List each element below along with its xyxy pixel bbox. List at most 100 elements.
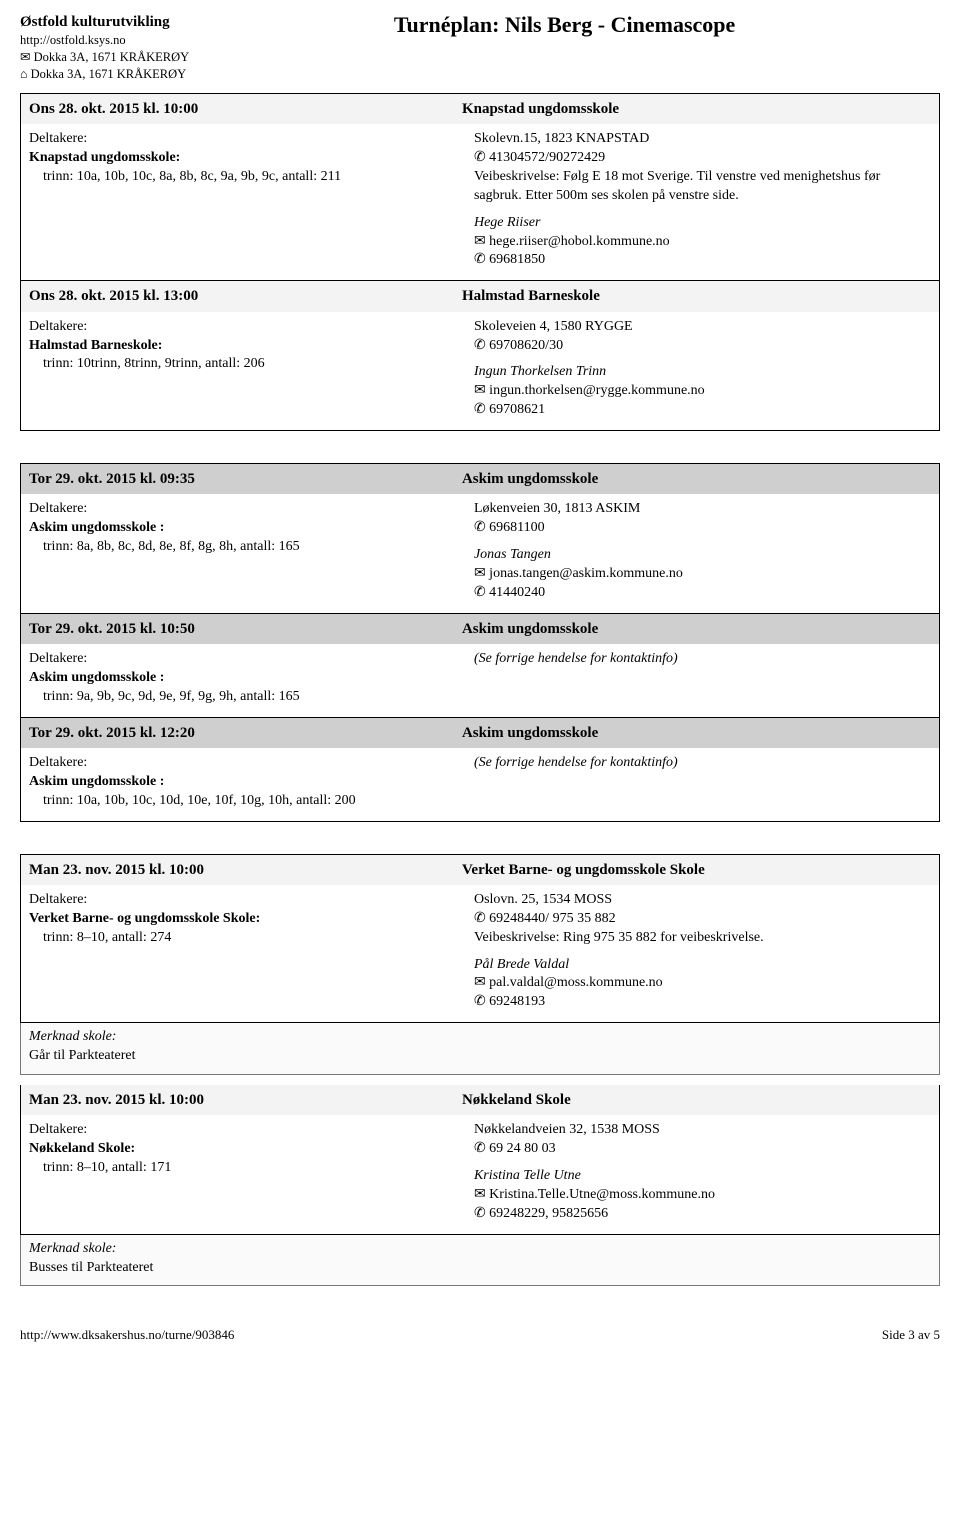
school-name: Askim ungdomsskole :: [29, 669, 462, 688]
participants-col: Deltakere: Knapstad ungdomsskole: trinn:…: [29, 130, 474, 270]
entry-header: Tor 29. okt. 2015 kl. 09:35 Askim ungdom…: [21, 464, 939, 494]
contact-col: Oslovn. 25, 1534 MOSS ✆ 69248440/ 975 35…: [474, 891, 931, 1012]
note-box: Merknad skole: Går til Parkteateret: [20, 1023, 940, 1075]
page-footer: http://www.dksakershus.no/turne/903846 S…: [20, 1326, 940, 1344]
entry-date: Tor 29. okt. 2015 kl. 09:35: [29, 469, 462, 489]
org-name: Østfold kulturutvikling: [20, 12, 189, 32]
org-block: Østfold kulturutvikling http://ostfold.k…: [20, 12, 189, 83]
contact-col: Skolevn.15, 1823 KNAPSTAD ✆ 41304572/902…: [474, 130, 931, 270]
contact-col: (Se forrige hendelse for kontaktinfo): [474, 650, 931, 707]
trinn-line: trinn: 10a, 10b, 10c, 8a, 8b, 8c, 9a, 9b…: [29, 168, 462, 187]
trinn-line: trinn: 8–10, antall: 171: [29, 1159, 462, 1178]
schedule-entry: Man 23. nov. 2015 kl. 10:00 Verket Barne…: [20, 854, 940, 1024]
participants-col: Deltakere: Verket Barne- og ungdomsskole…: [29, 891, 474, 1012]
school-name: Askim ungdomsskole :: [29, 519, 462, 538]
entry-venue: Knapstad ungdomsskole: [462, 99, 931, 119]
contact-phone: ✆ 69248229, 95825656: [474, 1205, 931, 1224]
org-url: http://ostfold.ksys.no: [20, 32, 189, 49]
address-line: Løkenveien 30, 1813 ASKIM: [474, 500, 931, 519]
schedule-entry: Ons 28. okt. 2015 kl. 10:00 Knapstad ung…: [20, 93, 940, 281]
entry-venue: Askim ungdomsskole: [462, 723, 931, 743]
phone-line: ✆ 41304572/90272429: [474, 149, 931, 168]
entry-date: Tor 29. okt. 2015 kl. 12:20: [29, 723, 462, 743]
page-title: Turnéplan: Nils Berg - Cinemascope: [189, 10, 940, 40]
participants-col: Deltakere: Nøkkeland Skole: trinn: 8–10,…: [29, 1121, 474, 1223]
entry-date: Tor 29. okt. 2015 kl. 10:50: [29, 619, 462, 639]
participants-col: Deltakere: Halmstad Barneskole: trinn: 1…: [29, 318, 474, 420]
org-address-2: ⌂ Dokka 3A, 1671 KRÅKERØY: [20, 66, 189, 83]
entry-venue: Halmstad Barneskole: [462, 286, 931, 306]
deltakere-label: Deltakere:: [29, 500, 462, 519]
footer-url: http://www.dksakershus.no/turne/903846: [20, 1326, 234, 1344]
entry-body: Deltakere: Nøkkeland Skole: trinn: 8–10,…: [21, 1115, 939, 1233]
desc-line: Veibeskrivelse: Ring 975 35 882 for veib…: [474, 929, 931, 948]
schedule-entry: Ons 28. okt. 2015 kl. 13:00 Halmstad Bar…: [20, 281, 940, 431]
schedule-entry: Man 23. nov. 2015 kl. 10:00 Nøkkeland Sk…: [20, 1085, 940, 1235]
contact-col: Skoleveien 4, 1580 RYGGE ✆ 69708620/30 I…: [474, 318, 931, 420]
school-name: Halmstad Barneskole:: [29, 337, 462, 356]
deltakere-label: Deltakere:: [29, 754, 462, 773]
entry-header: Ons 28. okt. 2015 kl. 13:00 Halmstad Bar…: [21, 281, 939, 311]
schedule-entry: Tor 29. okt. 2015 kl. 09:35 Askim ungdom…: [20, 463, 940, 614]
address-line: Nøkkelandveien 32, 1538 MOSS: [474, 1121, 931, 1140]
page-header: Østfold kulturutvikling http://ostfold.k…: [20, 12, 940, 83]
org-address-1: ✉ Dokka 3A, 1671 KRÅKERØY: [20, 49, 189, 66]
school-name: Askim ungdomsskole :: [29, 773, 462, 792]
contact-email: ✉ pal.valdal@moss.kommune.no: [474, 974, 931, 993]
entry-venue: Askim ungdomsskole: [462, 469, 931, 489]
note-box: Merknad skole: Busses til Parkteateret: [20, 1235, 940, 1287]
phone-line: ✆ 69 24 80 03: [474, 1140, 931, 1159]
participants-col: Deltakere: Askim ungdomsskole : trinn: 9…: [29, 650, 474, 707]
contact-phone: ✆ 69708621: [474, 401, 931, 420]
trinn-line: trinn: 8a, 8b, 8c, 8d, 8e, 8f, 8g, 8h, a…: [29, 538, 462, 557]
contact-col: Nøkkelandveien 32, 1538 MOSS ✆ 69 24 80 …: [474, 1121, 931, 1223]
entry-header: Man 23. nov. 2015 kl. 10:00 Nøkkeland Sk…: [21, 1085, 939, 1115]
entry-body: Deltakere: Askim ungdomsskole : trinn: 1…: [21, 748, 939, 821]
contact-email: ✉ jonas.tangen@askim.kommune.no: [474, 565, 931, 584]
entry-venue: Verket Barne- og ungdomsskole Skole: [462, 860, 931, 880]
entry-header: Man 23. nov. 2015 kl. 10:00 Verket Barne…: [21, 855, 939, 885]
contact-col: Løkenveien 30, 1813 ASKIM ✆ 69681100 Jon…: [474, 500, 931, 602]
entry-venue: Askim ungdomsskole: [462, 619, 931, 639]
contact-phone: ✆ 69681850: [474, 251, 931, 270]
desc-line: Veibeskrivelse: Følg E 18 mot Sverige. T…: [474, 168, 931, 206]
note-label: Merknad skole:: [29, 1028, 931, 1047]
ref-note: (Se forrige hendelse for kontaktinfo): [474, 754, 931, 773]
entry-header: Ons 28. okt. 2015 kl. 10:00 Knapstad ung…: [21, 94, 939, 124]
contact-name: Ingun Thorkelsen Trinn: [474, 363, 931, 382]
schedule-entry: Tor 29. okt. 2015 kl. 12:20 Askim ungdom…: [20, 718, 940, 822]
entry-body: Deltakere: Halmstad Barneskole: trinn: 1…: [21, 312, 939, 430]
trinn-line: trinn: 10a, 10b, 10c, 10d, 10e, 10f, 10g…: [29, 792, 462, 811]
deltakere-label: Deltakere:: [29, 1121, 462, 1140]
note-text: Busses til Parkteateret: [29, 1259, 931, 1278]
participants-col: Deltakere: Askim ungdomsskole : trinn: 8…: [29, 500, 474, 602]
trinn-line: trinn: 10trinn, 8trinn, 9trinn, antall: …: [29, 355, 462, 374]
entry-date: Man 23. nov. 2015 kl. 10:00: [29, 1090, 462, 1110]
entry-venue: Nøkkeland Skole: [462, 1090, 931, 1110]
entry-body: Deltakere: Knapstad ungdomsskole: trinn:…: [21, 124, 939, 280]
deltakere-label: Deltakere:: [29, 130, 462, 149]
note-label: Merknad skole:: [29, 1240, 931, 1259]
ref-note: (Se forrige hendelse for kontaktinfo): [474, 650, 931, 669]
footer-page: Side 3 av 5: [882, 1326, 940, 1344]
entry-date: Man 23. nov. 2015 kl. 10:00: [29, 860, 462, 880]
trinn-line: trinn: 8–10, antall: 274: [29, 929, 462, 948]
school-name: Nøkkeland Skole:: [29, 1140, 462, 1159]
entry-body: Deltakere: Askim ungdomsskole : trinn: 8…: [21, 494, 939, 612]
contact-name: Kristina Telle Utne: [474, 1167, 931, 1186]
deltakere-label: Deltakere:: [29, 318, 462, 337]
entry-body: Deltakere: Verket Barne- og ungdomsskole…: [21, 885, 939, 1022]
contact-email: ✉ ingun.thorkelsen@rygge.kommune.no: [474, 382, 931, 401]
schedule-entry: Tor 29. okt. 2015 kl. 10:50 Askim ungdom…: [20, 614, 940, 718]
deltakere-label: Deltakere:: [29, 650, 462, 669]
entry-header: Tor 29. okt. 2015 kl. 10:50 Askim ungdom…: [21, 614, 939, 644]
trinn-line: trinn: 9a, 9b, 9c, 9d, 9e, 9f, 9g, 9h, a…: [29, 688, 462, 707]
contact-phone: ✆ 69248193: [474, 993, 931, 1012]
address-line: Skoleveien 4, 1580 RYGGE: [474, 318, 931, 337]
contact-name: Pål Brede Valdal: [474, 956, 931, 975]
phone-line: ✆ 69708620/30: [474, 337, 931, 356]
entry-header: Tor 29. okt. 2015 kl. 12:20 Askim ungdom…: [21, 718, 939, 748]
contact-email: ✉ Kristina.Telle.Utne@moss.kommune.no: [474, 1186, 931, 1205]
phone-line: ✆ 69681100: [474, 519, 931, 538]
address-line: Skolevn.15, 1823 KNAPSTAD: [474, 130, 931, 149]
